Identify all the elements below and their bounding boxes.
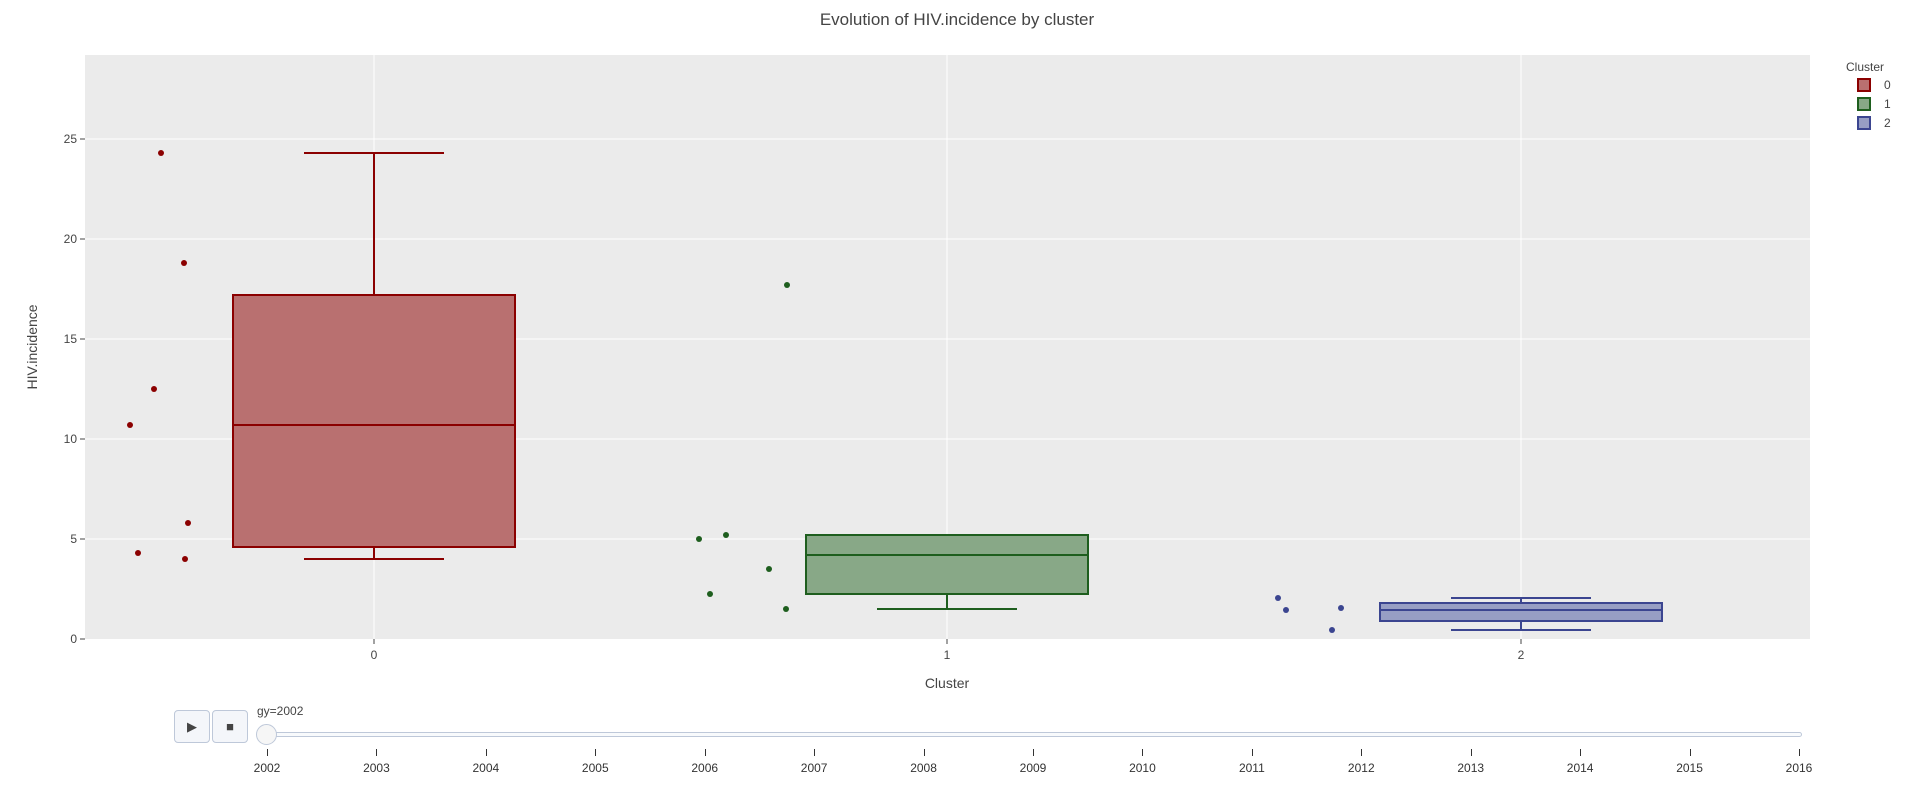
box-series-0	[127, 150, 516, 562]
slider-tick	[376, 749, 378, 756]
legend-label: 2	[1884, 116, 1891, 130]
data-point	[182, 556, 188, 562]
data-point	[1338, 605, 1344, 611]
slider-tick	[1580, 749, 1582, 756]
slider-tick	[923, 749, 925, 756]
slider-tick	[704, 749, 706, 756]
play-icon: ▶	[187, 718, 197, 734]
box-iqr	[232, 294, 516, 548]
slider-step-2016[interactable]: 2016	[1785, 761, 1813, 775]
data-point	[1275, 595, 1281, 601]
chart-title: Evolution of HIV.incidence by cluster	[820, 10, 1095, 29]
play-button[interactable]: ▶	[174, 710, 210, 743]
slider-current-label: gy=2002	[257, 704, 304, 718]
slider-tick	[814, 749, 816, 756]
slider-step-2012[interactable]: 2012	[1347, 761, 1375, 775]
data-point	[151, 386, 157, 392]
x-tick-label: 1	[944, 648, 951, 662]
slider-step-2006[interactable]: 2006	[691, 761, 719, 775]
data-point	[1283, 607, 1289, 613]
slider-step-2013[interactable]: 2013	[1457, 761, 1485, 775]
x-tick-label: 2	[1518, 648, 1525, 662]
y-tick-label: 15	[64, 332, 78, 346]
box-series-1	[696, 282, 1089, 612]
slider-tick	[1470, 749, 1472, 756]
slider-tick	[1033, 749, 1034, 756]
data-point	[127, 422, 133, 428]
stop-button[interactable]: ■	[212, 710, 248, 743]
data-point	[784, 282, 790, 288]
box-iqr	[1379, 602, 1663, 622]
slider-step-2011[interactable]: 2011	[1238, 761, 1265, 775]
y-axis: 0 5 10 15 20 25	[64, 132, 85, 646]
box-series-2	[1275, 595, 1663, 633]
slider-step-2014[interactable]: 2014	[1566, 761, 1594, 775]
slider-tick	[1361, 749, 1363, 756]
y-tick-label: 10	[64, 432, 78, 446]
legend: Cluster 0 1 2	[1846, 60, 1891, 130]
slider-step-2005[interactable]: 2005	[581, 761, 609, 775]
slider-tick	[1799, 749, 1800, 756]
legend-swatch	[1857, 116, 1871, 130]
y-tick-label: 20	[64, 232, 78, 246]
slider-tick	[267, 749, 268, 756]
legend-label: 0	[1884, 78, 1891, 92]
data-point	[185, 520, 191, 526]
y-tick-label: 0	[70, 632, 77, 646]
box-iqr	[805, 534, 1089, 595]
legend-item-2[interactable]: 2	[1857, 116, 1891, 130]
data-point	[181, 260, 187, 266]
slider-step-2003[interactable]: 2003	[363, 761, 390, 775]
x-axis-title: Cluster	[925, 675, 970, 691]
slider-tick	[1251, 749, 1253, 756]
x-tick-label: 0	[371, 648, 378, 662]
slider-step-2008[interactable]: 2008	[910, 761, 937, 775]
legend-item-0[interactable]: 0	[1857, 78, 1891, 92]
slider-handle[interactable]	[256, 724, 277, 745]
slider-step-2007[interactable]: 2007	[800, 761, 828, 775]
stop-icon: ■	[226, 719, 234, 734]
legend-label: 1	[1884, 97, 1891, 111]
data-point	[1329, 627, 1335, 633]
slider-step-2015[interactable]: 2015	[1676, 761, 1703, 775]
y-axis-title: HIV.incidence	[24, 304, 40, 389]
box-series	[127, 150, 1663, 633]
slider-tick	[595, 749, 597, 756]
data-point	[135, 550, 141, 556]
y-tick-label: 25	[64, 132, 78, 146]
legend-swatch	[1857, 97, 1871, 111]
data-point	[783, 606, 789, 612]
legend-swatch	[1857, 78, 1871, 92]
slider-step-2002[interactable]: 2002	[253, 761, 281, 775]
slider-tick	[1689, 749, 1691, 756]
data-point	[707, 591, 713, 597]
slider-track[interactable]	[266, 732, 1802, 737]
slider-tick	[485, 749, 487, 756]
data-point	[723, 532, 729, 538]
x-axis: 0 1 2	[371, 639, 1525, 662]
y-tick-label: 5	[70, 532, 77, 546]
legend-title: Cluster	[1846, 60, 1884, 74]
data-point	[158, 150, 164, 156]
data-point	[696, 536, 702, 542]
data-point	[766, 566, 772, 572]
slider-step-2009[interactable]: 2009	[1019, 761, 1047, 775]
slider-tick	[1142, 749, 1144, 756]
slider-step-2004[interactable]: 2004	[472, 761, 500, 775]
slider-step-2010[interactable]: 2010	[1129, 761, 1156, 775]
legend-item-1[interactable]: 1	[1857, 97, 1891, 111]
